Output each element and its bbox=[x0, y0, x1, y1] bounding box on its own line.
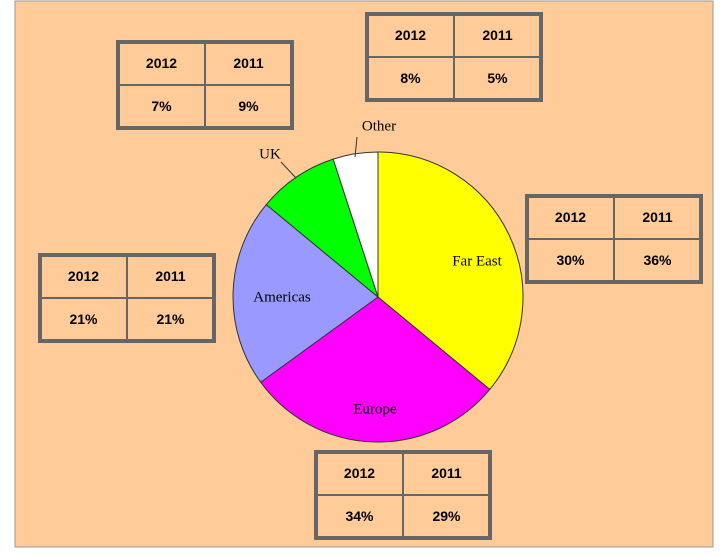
table-value: 29% bbox=[432, 508, 461, 524]
table-border bbox=[365, 12, 543, 102]
table-border bbox=[116, 40, 294, 130]
table-value: 34% bbox=[345, 508, 374, 524]
pie-slice bbox=[259, 296, 491, 443]
table-header: 2011 bbox=[431, 465, 462, 481]
pie-slice bbox=[265, 158, 380, 299]
table-header: 2011 bbox=[642, 209, 673, 225]
table-header: 2011 bbox=[482, 27, 513, 43]
slice-label: UK bbox=[259, 146, 281, 162]
table-header: 2012 bbox=[146, 55, 177, 71]
table-value: 5% bbox=[487, 70, 508, 86]
table-border bbox=[314, 450, 492, 540]
slice-label: Far East bbox=[452, 253, 502, 269]
leader-line bbox=[354, 136, 358, 158]
table-border bbox=[38, 253, 216, 343]
pie-slice bbox=[232, 203, 379, 383]
slice-label: Europe bbox=[353, 401, 397, 417]
pie-slice bbox=[377, 151, 524, 391]
table-value: 8% bbox=[400, 70, 421, 86]
table-header: 2011 bbox=[233, 55, 264, 71]
table-border bbox=[525, 194, 703, 284]
table-value: 36% bbox=[643, 252, 672, 268]
table-header: 2012 bbox=[555, 209, 586, 225]
leader-line bbox=[280, 161, 297, 179]
table-header: 2012 bbox=[68, 268, 99, 284]
table-value: 30% bbox=[556, 252, 585, 268]
table-header: 2012 bbox=[395, 27, 426, 43]
slice-label: Americas bbox=[253, 289, 311, 305]
table-header: 2012 bbox=[344, 465, 375, 481]
table-value: 7% bbox=[151, 98, 172, 114]
table-value: 21% bbox=[156, 311, 185, 327]
slice-label: Other bbox=[362, 118, 396, 134]
table-header: 2011 bbox=[155, 268, 186, 284]
table-value: 21% bbox=[69, 311, 98, 327]
table-value: 9% bbox=[238, 98, 259, 114]
